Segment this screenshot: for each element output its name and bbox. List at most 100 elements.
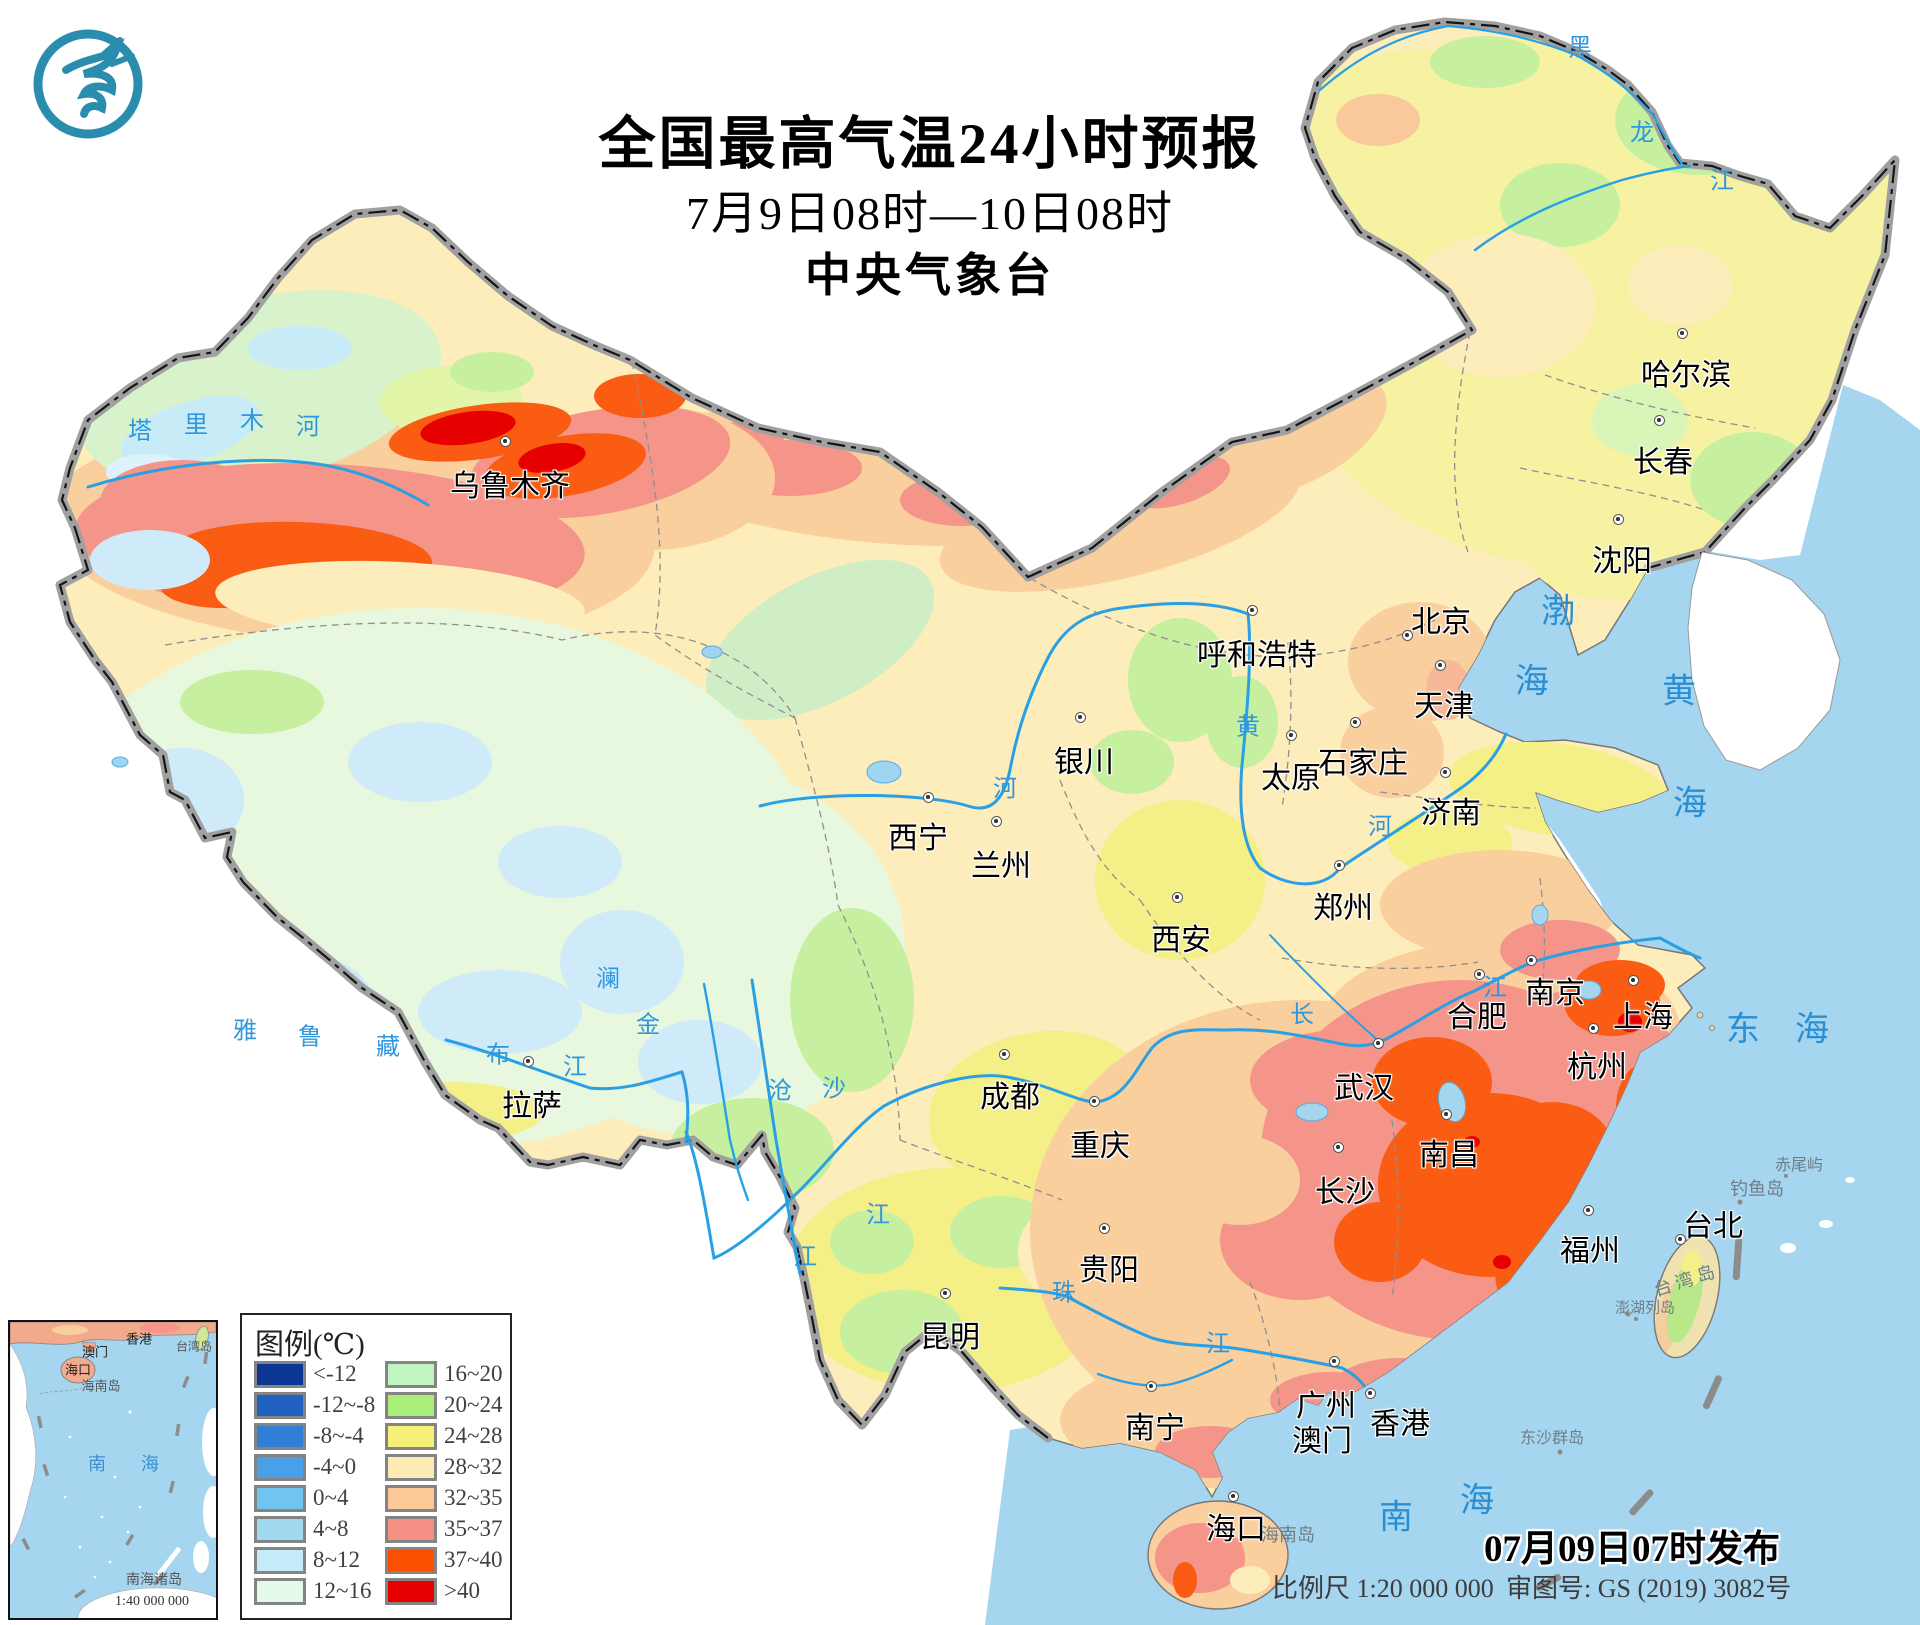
legend-item: 24~28	[385, 1422, 502, 1450]
legend-box: 图例(℃) <-12 -12~-8 -8~-4 -4~0 0~4 4~8 8~1…	[240, 1313, 512, 1620]
island-label-hainan: 海南岛	[1261, 1525, 1315, 1545]
city-dot-icon	[1333, 859, 1345, 871]
river-label-pearl: 珠	[1052, 1280, 1076, 1307]
city-label: 南昌	[1419, 1139, 1479, 1172]
river-label-yellow-river: 河	[1368, 814, 1392, 841]
city-dot-icon	[1440, 1108, 1452, 1120]
korea-landmass	[1687, 551, 1841, 771]
release-time: 07月09日07时发布	[1484, 1529, 1780, 1570]
sea-label-bohai: 海	[1515, 663, 1549, 701]
legend-swatch	[254, 1360, 306, 1388]
cma-logo	[33, 29, 143, 139]
city-label: 西安	[1151, 924, 1211, 957]
legend-swatch	[254, 1453, 306, 1481]
legend-item: 4~8	[254, 1515, 348, 1543]
island-label-dongsha: 东沙群岛	[1519, 1430, 1585, 1447]
city-label: 贵阳	[1079, 1254, 1139, 1287]
sea-label-east-china-sea: 海	[1795, 1011, 1829, 1049]
city-label: 澳门	[1292, 1425, 1352, 1458]
city-label: 拉萨	[502, 1090, 562, 1123]
city-label: 台北	[1683, 1210, 1743, 1243]
city-dot-icon	[922, 791, 934, 803]
legend-swatch	[254, 1546, 306, 1574]
city-dot-icon	[1587, 1022, 1599, 1034]
page-title: 全国最高气温24小时预报	[598, 113, 1262, 176]
city-label: 长春	[1633, 446, 1693, 479]
legend-item: -8~-4	[254, 1422, 364, 1450]
river-label-yellow-river: 河	[993, 776, 1017, 803]
city-dot-icon	[1098, 1222, 1110, 1234]
city-label: 武汉	[1334, 1072, 1394, 1105]
south-china-sea-inset: 香港 澳门 台湾岛 海口 海南岛 南 海 南海诸岛 1:40 000 000	[8, 1320, 218, 1620]
city-label: 福州	[1560, 1235, 1620, 1268]
city-label: 杭州	[1567, 1051, 1627, 1084]
sea-label-south-china-sea: 南	[1379, 1499, 1413, 1537]
province-borders	[164, 331, 1756, 1413]
city-label: 南宁	[1125, 1412, 1185, 1445]
river-label-lancang: 澜	[596, 966, 620, 993]
legend-item: -4~0	[254, 1453, 356, 1481]
agency-name: 中央气象台	[805, 250, 1055, 301]
city-dot-icon	[522, 1055, 534, 1067]
legend-swatch	[385, 1422, 437, 1450]
city-label: 济南	[1421, 797, 1481, 830]
city-dot-icon	[1612, 513, 1624, 525]
river-label-yarlung: 藏	[376, 1034, 400, 1061]
hainan-island	[1147, 1500, 1289, 1610]
city-label: 昆明	[920, 1321, 980, 1354]
legend-item: >40	[385, 1577, 480, 1605]
inset-label-taiwan: 台湾岛	[175, 1339, 213, 1354]
inset-label-south-sea: 海	[141, 1454, 159, 1474]
city-dot-icon	[1332, 1141, 1344, 1153]
small-islands	[1557, 1011, 1855, 1455]
inset-label-macau: 澳门	[81, 1344, 109, 1360]
city-dot-icon	[1349, 716, 1361, 728]
city-label: 广州	[1296, 1390, 1356, 1423]
city-dot-icon	[1088, 1095, 1100, 1107]
legend-item: 28~32	[385, 1453, 502, 1481]
river-label-jinsha: 沙	[822, 1076, 846, 1103]
inset-label-haikou: 海口	[64, 1362, 92, 1378]
city-label: 重庆	[1070, 1130, 1130, 1163]
river-label-yellow-river: 黄	[1236, 714, 1260, 741]
legend-item: -12~-8	[254, 1391, 375, 1419]
nine-dash-line	[1535, 1238, 1743, 1592]
title-block: 全国最高气温24小时预报 7月9日08时—10日08时 中央气象台	[460, 112, 1400, 304]
legend-item: <-12	[254, 1360, 357, 1388]
island-label-penghu: 澎湖列岛	[1614, 1300, 1676, 1317]
city-label: 北京	[1411, 606, 1471, 639]
island-label-diaoyu: 钓鱼岛	[1730, 1179, 1784, 1199]
river-label-tarim: 木	[240, 408, 264, 435]
inset-scale: 1:40 000 000	[115, 1594, 189, 1609]
city-dot-icon	[1372, 1037, 1384, 1049]
legend-swatch	[254, 1391, 306, 1419]
city-dot-icon	[1627, 974, 1639, 986]
city-dot-icon	[1246, 604, 1258, 616]
river-label-tarim: 塔	[128, 418, 152, 445]
sea-label-bohai: 渤	[1541, 593, 1575, 631]
city-dot-icon	[1074, 711, 1086, 723]
river-label-yangtze: 江	[1483, 975, 1507, 1002]
river-label-jinsha: 金	[636, 1012, 660, 1039]
legend-swatch	[385, 1546, 437, 1574]
city-dot-icon	[1674, 1233, 1686, 1245]
legend-swatch	[254, 1484, 306, 1512]
sea-label-yellow-sea: 黄	[1662, 673, 1696, 711]
legend-item: 35~37	[385, 1515, 502, 1543]
legend-title: 图例(℃)	[255, 1329, 365, 1361]
city-dot-icon	[1434, 659, 1446, 671]
river-label-heilongjiang: 黑	[1568, 35, 1592, 62]
inset-label-hainan: 海南岛	[81, 1378, 121, 1394]
city-label: 郑州	[1313, 892, 1373, 925]
legend-swatch	[254, 1515, 306, 1543]
city-dot-icon	[1653, 414, 1665, 426]
river-label-lancang: 沧	[768, 1078, 792, 1105]
legend-swatch	[385, 1360, 437, 1388]
river-label-yarlung: 江	[563, 1054, 587, 1081]
legend-item: 37~40	[385, 1546, 502, 1574]
legend-swatch	[254, 1577, 306, 1605]
river-label-jinsha: 江	[866, 1202, 890, 1229]
river-label-yarlung: 鲁	[298, 1024, 322, 1051]
river-label-tarim: 河	[296, 414, 320, 441]
